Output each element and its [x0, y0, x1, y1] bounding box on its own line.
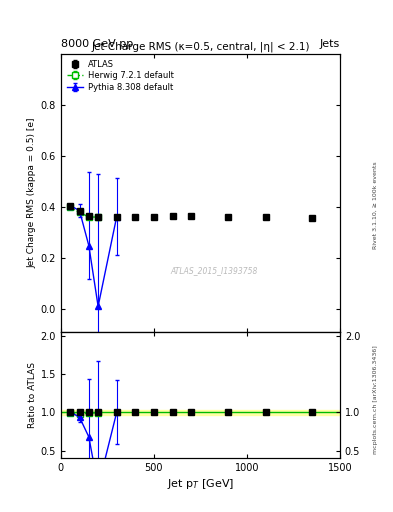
- Y-axis label: Ratio to ATLAS: Ratio to ATLAS: [28, 362, 37, 428]
- Text: ATLAS_2015_I1393758: ATLAS_2015_I1393758: [171, 266, 258, 275]
- X-axis label: Jet p$_{T}$ [GeV]: Jet p$_{T}$ [GeV]: [167, 477, 234, 492]
- Bar: [61, 410, 340, 415]
- Text: mcplots.cern.ch [arXiv:1306.3436]: mcplots.cern.ch [arXiv:1306.3436]: [373, 345, 378, 454]
- Text: Rivet 3.1.10, ≥ 100k events: Rivet 3.1.10, ≥ 100k events: [373, 161, 378, 249]
- Text: Jets: Jets: [320, 38, 340, 49]
- Title: Jet Charge RMS (κ=0.5, central, |η| < 2.1): Jet Charge RMS (κ=0.5, central, |η| < 2.…: [91, 41, 310, 52]
- Legend: ATLAS, Herwig 7.2.1 default, Pythia 8.308 default: ATLAS, Herwig 7.2.1 default, Pythia 8.30…: [65, 58, 175, 93]
- Text: 8000 GeV pp: 8000 GeV pp: [61, 38, 133, 49]
- Y-axis label: Jet Charge RMS (kappa = 0.5) [e]: Jet Charge RMS (kappa = 0.5) [e]: [28, 118, 37, 268]
